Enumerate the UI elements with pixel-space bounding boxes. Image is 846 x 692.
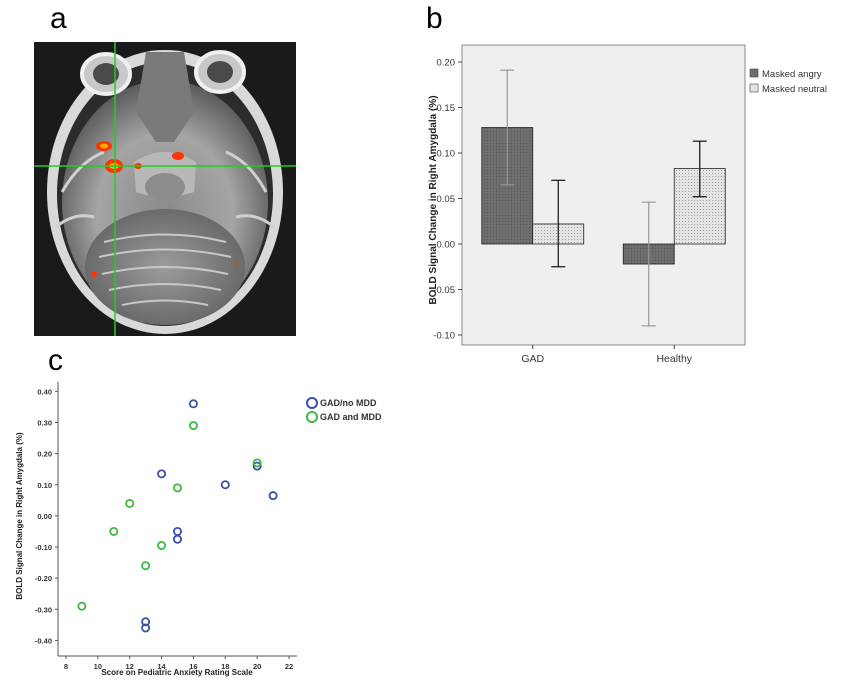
legend-swatch-angry bbox=[749, 68, 759, 78]
scatter-point bbox=[252, 461, 262, 471]
y-tick-label: 0.30 bbox=[37, 418, 52, 427]
legend-marker-gad-and-mdd bbox=[306, 411, 318, 423]
scatter-point bbox=[252, 458, 262, 468]
x-tick-label: 22 bbox=[285, 662, 293, 671]
scatter-point bbox=[141, 623, 151, 633]
y-axis-label: BOLD Signal Change in Right Amygdala (%) bbox=[15, 432, 24, 600]
scatter-point bbox=[172, 534, 182, 544]
legend-marker-gad-no-mdd bbox=[306, 397, 318, 409]
scatter-point bbox=[141, 617, 151, 627]
x-tick-label: 8 bbox=[64, 662, 68, 671]
x-tick-label: 18 bbox=[221, 662, 229, 671]
scatter-point bbox=[109, 526, 119, 536]
y-tick-label: 0.20 bbox=[437, 58, 456, 69]
scatter-chart: 0.40 0.30 0.20 0.10 0.00 -0.10 -0.20 -0.30 -0.40… bbox=[15, 382, 382, 677]
y-tick-label: 0.20 bbox=[37, 450, 52, 459]
legend-swatch-neutral bbox=[749, 83, 759, 93]
x-tick-label: Healthy bbox=[656, 353, 692, 365]
temporal-sulci bbox=[55, 150, 275, 229]
y-tick-label: -0.20 bbox=[35, 574, 52, 583]
panel-label-b: b bbox=[426, 2, 443, 35]
panel-label-c: c bbox=[48, 344, 63, 377]
x-tick-label: 20 bbox=[253, 662, 261, 671]
scatter-point bbox=[77, 601, 87, 611]
bar-chart: 0.20 0.15 0.10 0.05 0.00 -0.05 -0.10 GAD Health… bbox=[428, 44, 827, 365]
y-tick-label: -0.10 bbox=[35, 543, 52, 552]
y-tick-label: -0.10 bbox=[433, 331, 455, 342]
panel-label-a: a bbox=[50, 2, 67, 35]
x-tick-label: 14 bbox=[157, 662, 166, 671]
right-eye-inner bbox=[207, 61, 233, 83]
scatter-point bbox=[172, 483, 182, 493]
x-axis-label: Score on Pediatric Anxiety Rating Scale bbox=[101, 668, 253, 677]
y-tick-label: 0.05 bbox=[437, 194, 456, 205]
scatter-point bbox=[268, 491, 278, 501]
legend: GAD/no MDD GAD and MDD bbox=[306, 397, 382, 423]
activation-left-amygdala-upper-core bbox=[100, 143, 108, 149]
legend-label-angry: Masked angry bbox=[762, 69, 822, 80]
legend: Masked angry Masked neutral bbox=[749, 68, 827, 95]
activation-small-2 bbox=[234, 262, 238, 266]
y-tick-label: 0.40 bbox=[37, 387, 52, 396]
scatter-point bbox=[188, 399, 198, 409]
legend-label-neutral: Masked neutral bbox=[762, 84, 827, 95]
y-tick-label: 0.10 bbox=[37, 481, 52, 490]
x-tick-label: 10 bbox=[94, 662, 102, 671]
y-axis-label: BOLD Signal Change in Right Amygdala (%) bbox=[428, 95, 439, 304]
scatter-point bbox=[157, 540, 167, 550]
scatter-point bbox=[220, 480, 230, 490]
scatter-point bbox=[125, 498, 135, 508]
scatter-point bbox=[157, 469, 167, 479]
y-tick-label: -0.40 bbox=[35, 636, 52, 645]
x-tick-label: 16 bbox=[189, 662, 197, 671]
scatter-point bbox=[188, 421, 198, 431]
left-eye-inner bbox=[93, 63, 119, 85]
cerebellum-folds bbox=[98, 233, 232, 306]
activation-small-1 bbox=[91, 271, 97, 277]
x-axis-labels: GAD Healthy bbox=[521, 345, 693, 365]
y-tick-label: -0.05 bbox=[433, 285, 455, 296]
brainstem bbox=[145, 173, 185, 201]
legend-label-gad-and-mdd: GAD and MDD bbox=[320, 412, 382, 422]
y-tick-label: -0.30 bbox=[35, 605, 52, 614]
x-tick-label: 12 bbox=[126, 662, 134, 671]
y-tick-label: 0.15 bbox=[437, 103, 456, 114]
activation-right bbox=[172, 152, 184, 160]
nasal-region bbox=[136, 52, 194, 142]
scatter-point bbox=[141, 561, 151, 571]
y-tick-label: 0.00 bbox=[37, 512, 52, 521]
y-tick-label: 0.00 bbox=[437, 240, 456, 251]
brain-mri-image bbox=[34, 42, 296, 336]
scatter-points bbox=[77, 399, 278, 633]
y-axis-ticks: 0.20 0.15 0.10 0.05 0.00 -0.05 -0.10 bbox=[433, 58, 462, 342]
axes: 0.40 0.30 0.20 0.10 0.00 -0.10 -0.20 -0.30 -0.40… bbox=[35, 382, 297, 671]
scatter-point bbox=[172, 526, 182, 536]
error-bars bbox=[500, 69, 707, 327]
x-tick-label: GAD bbox=[521, 353, 544, 365]
y-tick-label: 0.10 bbox=[437, 149, 456, 160]
legend-label-gad-no-mdd: GAD/no MDD bbox=[320, 398, 377, 408]
